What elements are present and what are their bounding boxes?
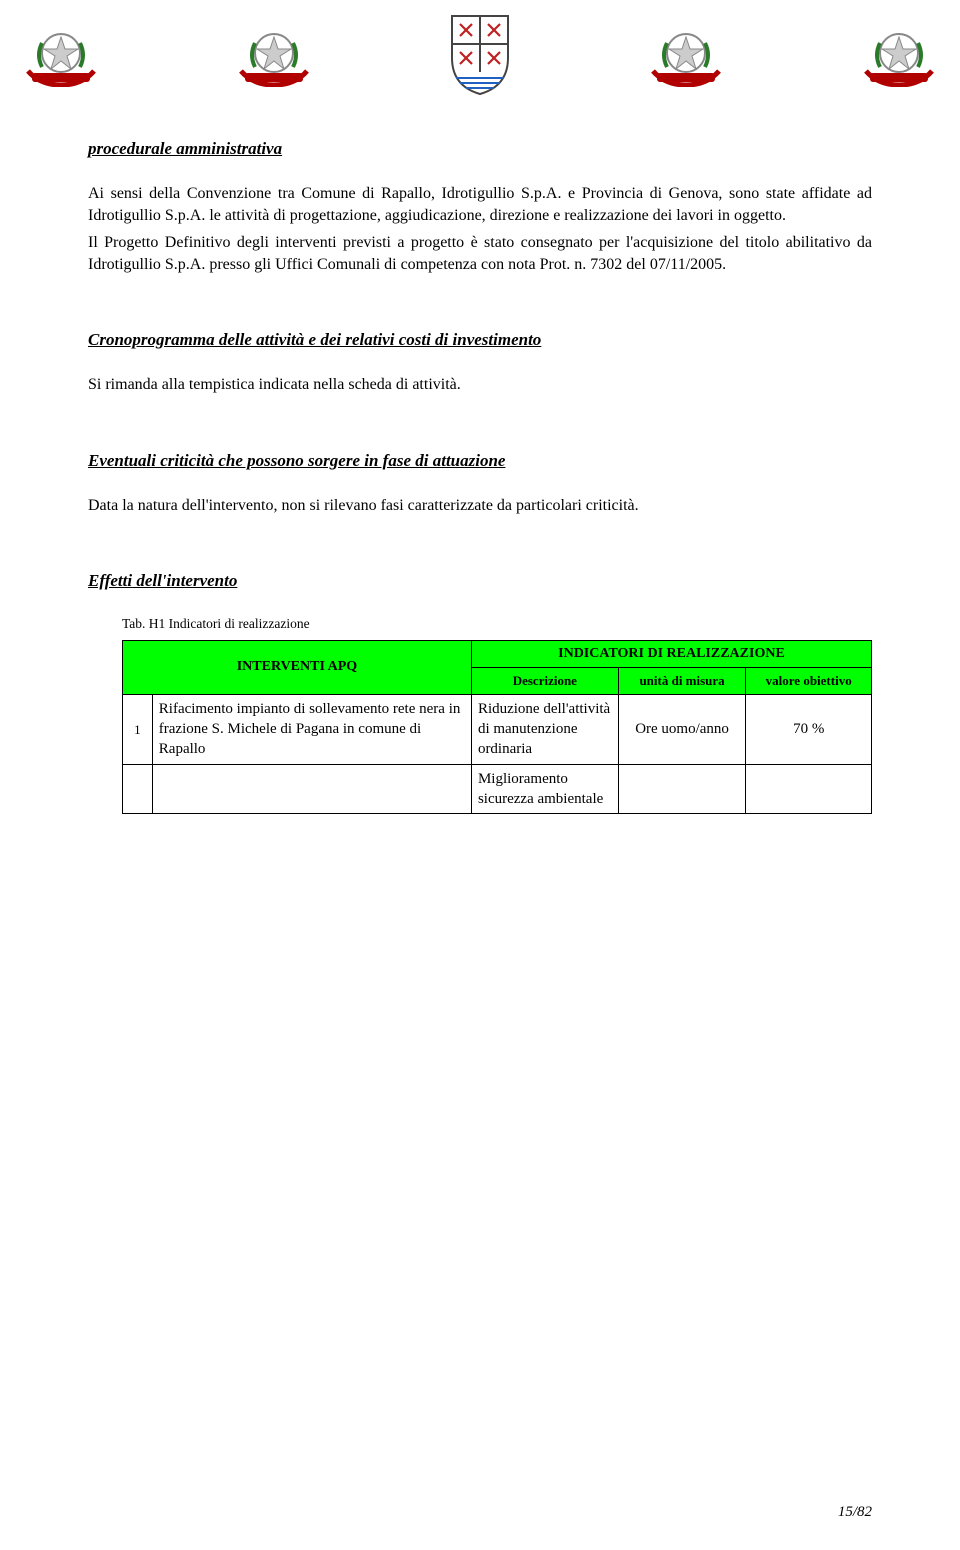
th-unita: unità di misura bbox=[618, 668, 746, 695]
italy-emblem-icon bbox=[22, 23, 100, 87]
th-indicatori: INDICATORI DI REALIZZAZIONE bbox=[471, 640, 871, 668]
th-valore: valore obiettivo bbox=[746, 668, 872, 695]
italy-emblem-icon bbox=[860, 23, 938, 87]
cell-val: 70 % bbox=[746, 694, 872, 764]
cell-intervento bbox=[152, 764, 471, 814]
th-descrizione: Descrizione bbox=[471, 668, 618, 695]
cell-unit bbox=[618, 764, 746, 814]
table-row: Miglioramento sicurezza ambientale bbox=[123, 764, 872, 814]
cell-num bbox=[123, 764, 153, 814]
heading-effetti: Effetti dell'intervento bbox=[88, 570, 872, 593]
liguria-shield-icon bbox=[448, 12, 512, 98]
paragraph: Data la natura dell'intervento, non si r… bbox=[88, 495, 872, 517]
heading-procedurale: procedurale amministrativa bbox=[88, 138, 872, 161]
paragraph: Ai sensi della Convenzione tra Comune di… bbox=[88, 183, 872, 226]
cell-unit: Ore uomo/anno bbox=[618, 694, 746, 764]
page-number: 15/82 bbox=[838, 1502, 872, 1522]
italy-emblem-icon bbox=[647, 23, 725, 87]
table-caption: Tab. H1 Indicatori di realizzazione bbox=[88, 615, 872, 633]
heading-cronoprogramma: Cronoprogramma delle attività e dei rela… bbox=[88, 329, 872, 352]
indicators-table: INTERVENTI APQ INDICATORI DI REALIZZAZIO… bbox=[122, 640, 872, 815]
italy-emblem-icon bbox=[235, 23, 313, 87]
cell-desc: Riduzione dell'attività di manutenzione … bbox=[471, 694, 618, 764]
header-logo-row bbox=[16, 12, 944, 98]
cell-num: 1 bbox=[123, 694, 153, 764]
heading-criticita: Eventuali criticità che possono sorgere … bbox=[88, 450, 872, 473]
cell-desc: Miglioramento sicurezza ambientale bbox=[471, 764, 618, 814]
table-row: 1 Rifacimento impianto di sollevamento r… bbox=[123, 694, 872, 764]
cell-intervento: Rifacimento impianto di sollevamento ret… bbox=[152, 694, 471, 764]
paragraph: Il Progetto Definitivo degli interventi … bbox=[88, 232, 872, 275]
th-interventi: INTERVENTI APQ bbox=[123, 640, 472, 694]
cell-val bbox=[746, 764, 872, 814]
paragraph: Si rimanda alla tempistica indicata nell… bbox=[88, 374, 872, 396]
